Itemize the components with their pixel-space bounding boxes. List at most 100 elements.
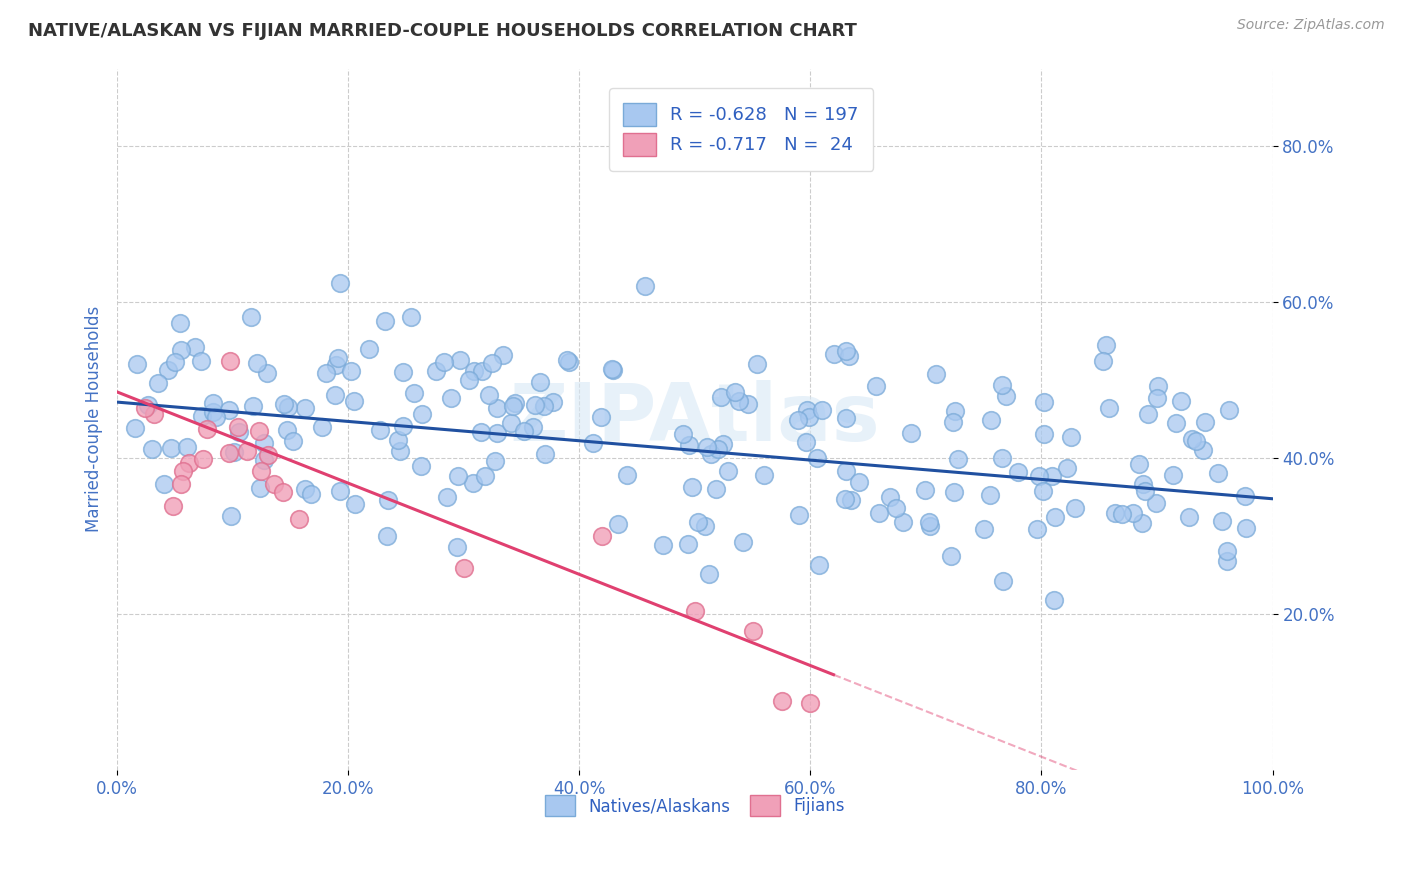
Point	[368, 424, 391, 438]
Point	[1215, 544, 1237, 558]
Point	[806, 451, 828, 466]
Point	[124, 421, 146, 435]
Point	[191, 452, 214, 467]
Point	[219, 509, 242, 524]
Point	[315, 366, 337, 380]
Point	[246, 356, 269, 370]
Point	[606, 517, 628, 532]
Point	[485, 401, 508, 415]
Point	[942, 415, 965, 429]
Point	[1133, 483, 1156, 498]
Point	[195, 422, 218, 436]
Point	[1144, 496, 1167, 510]
Point	[499, 416, 522, 430]
Point	[693, 519, 716, 533]
Point	[686, 515, 709, 529]
Point	[533, 400, 555, 414]
Point	[733, 535, 755, 549]
Point	[747, 357, 769, 371]
Point	[440, 391, 463, 405]
Point	[1211, 514, 1233, 528]
Point	[696, 440, 718, 454]
Point	[399, 310, 422, 325]
Point	[900, 425, 922, 440]
Point	[839, 493, 862, 508]
Point	[177, 457, 200, 471]
Point	[471, 364, 494, 378]
Point	[946, 452, 969, 467]
Point	[634, 279, 657, 293]
Point	[616, 467, 638, 482]
Point	[486, 426, 509, 441]
Point	[868, 506, 890, 520]
Point	[402, 386, 425, 401]
Point	[558, 355, 581, 369]
Point	[294, 401, 316, 415]
Point	[218, 354, 240, 368]
Legend: Natives/Alaskans, Fijians: Natives/Alaskans, Fijians	[537, 787, 853, 825]
Point	[1164, 416, 1187, 430]
Point	[838, 349, 860, 363]
Point	[502, 400, 524, 414]
Point	[522, 419, 544, 434]
Point	[446, 540, 468, 554]
Point	[1216, 554, 1239, 568]
Text: NATIVE/ALASKAN VS FIJIAN MARRIED-COUPLE HOUSEHOLDS CORRELATION CHART: NATIVE/ALASKAN VS FIJIAN MARRIED-COUPLE …	[28, 22, 858, 40]
Point	[939, 549, 962, 564]
Point	[582, 436, 605, 450]
Point	[979, 488, 1001, 502]
Point	[737, 397, 759, 411]
Point	[717, 464, 740, 478]
Point	[1147, 379, 1170, 393]
Point	[249, 481, 271, 495]
Point	[794, 434, 817, 449]
Point	[170, 477, 193, 491]
Point	[329, 277, 352, 291]
Point	[1218, 403, 1240, 417]
Point	[159, 441, 181, 455]
Point	[247, 424, 270, 438]
Text: ZIPAtlas: ZIPAtlas	[509, 380, 880, 458]
Point	[789, 508, 811, 523]
Point	[704, 482, 727, 496]
Point	[242, 399, 264, 413]
Point	[1128, 457, 1150, 471]
Point	[884, 501, 907, 516]
Point	[990, 450, 1012, 465]
Point	[478, 388, 501, 402]
Point	[226, 420, 249, 434]
Point	[273, 484, 295, 499]
Point	[1122, 506, 1144, 520]
Point	[1194, 415, 1216, 429]
Point	[173, 463, 195, 477]
Point	[591, 528, 613, 542]
Point	[973, 522, 995, 536]
Point	[741, 624, 763, 638]
Point	[387, 433, 409, 447]
Point	[191, 409, 214, 424]
Point	[1185, 434, 1208, 448]
Point	[141, 442, 163, 456]
Point	[591, 409, 613, 424]
Point	[449, 353, 471, 368]
Point	[879, 491, 901, 505]
Point	[700, 447, 723, 461]
Point	[710, 390, 733, 404]
Point	[1033, 427, 1056, 442]
Point	[1060, 430, 1083, 444]
Point	[1181, 432, 1204, 446]
Point	[263, 476, 285, 491]
Point	[728, 394, 751, 409]
Point	[529, 375, 551, 389]
Point	[555, 353, 578, 368]
Point	[503, 395, 526, 409]
Point	[153, 476, 176, 491]
Point	[253, 435, 276, 450]
Point	[281, 434, 304, 448]
Point	[943, 404, 966, 418]
Point	[1192, 442, 1215, 457]
Point	[218, 446, 240, 460]
Point	[824, 347, 846, 361]
Point	[1043, 592, 1066, 607]
Point	[835, 464, 858, 478]
